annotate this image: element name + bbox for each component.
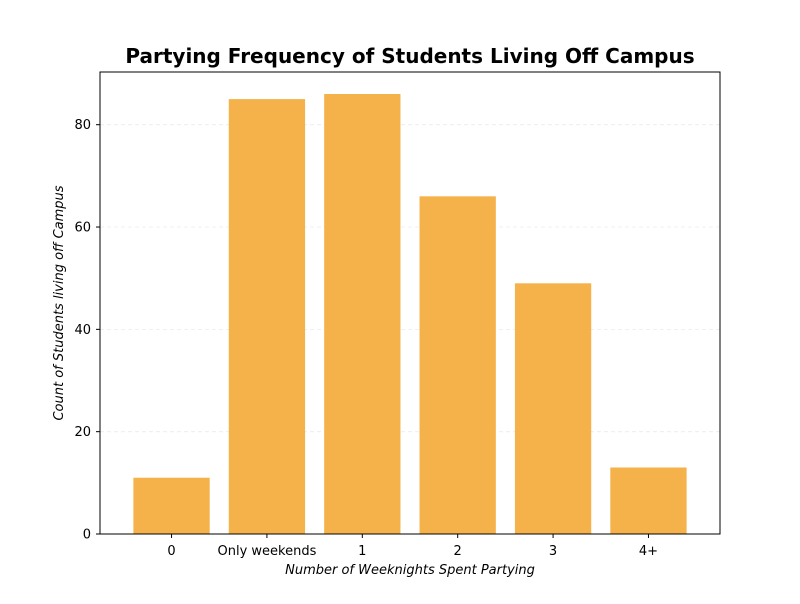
bar [324, 94, 401, 534]
bar [610, 467, 687, 534]
y-axis-label: Count of Students living off Campus [52, 185, 67, 420]
y-tick-label: 80 [74, 118, 91, 133]
x-tick-label: 1 [358, 544, 366, 559]
chart-title: Partying Frequency of Students Living Of… [125, 44, 694, 68]
bar [514, 283, 592, 534]
y-tick-label: 0 [83, 528, 91, 543]
bar [228, 99, 306, 535]
x-tick-label: Only weekends [217, 544, 316, 559]
x-tick-label: 0 [167, 544, 175, 559]
grid-lines [100, 124, 720, 433]
plot-frame [99, 71, 721, 535]
x-axis-label: Number of Weeknights Spent Partying [285, 563, 535, 578]
y-tick-label: 60 [74, 221, 91, 236]
y-axis: 0 20 40 60 80 [74, 118, 100, 543]
x-tick-label: 2 [454, 544, 462, 559]
x-tick-label: 4+ [639, 544, 658, 559]
x-tick-label: 3 [549, 544, 557, 559]
x-axis: 0 Only weekends 1 2 3 4+ [167, 534, 658, 559]
bar [133, 477, 210, 534]
bar [419, 196, 496, 535]
y-tick-label: 20 [74, 425, 91, 440]
y-tick-label: 40 [74, 323, 91, 338]
bars [133, 94, 687, 535]
